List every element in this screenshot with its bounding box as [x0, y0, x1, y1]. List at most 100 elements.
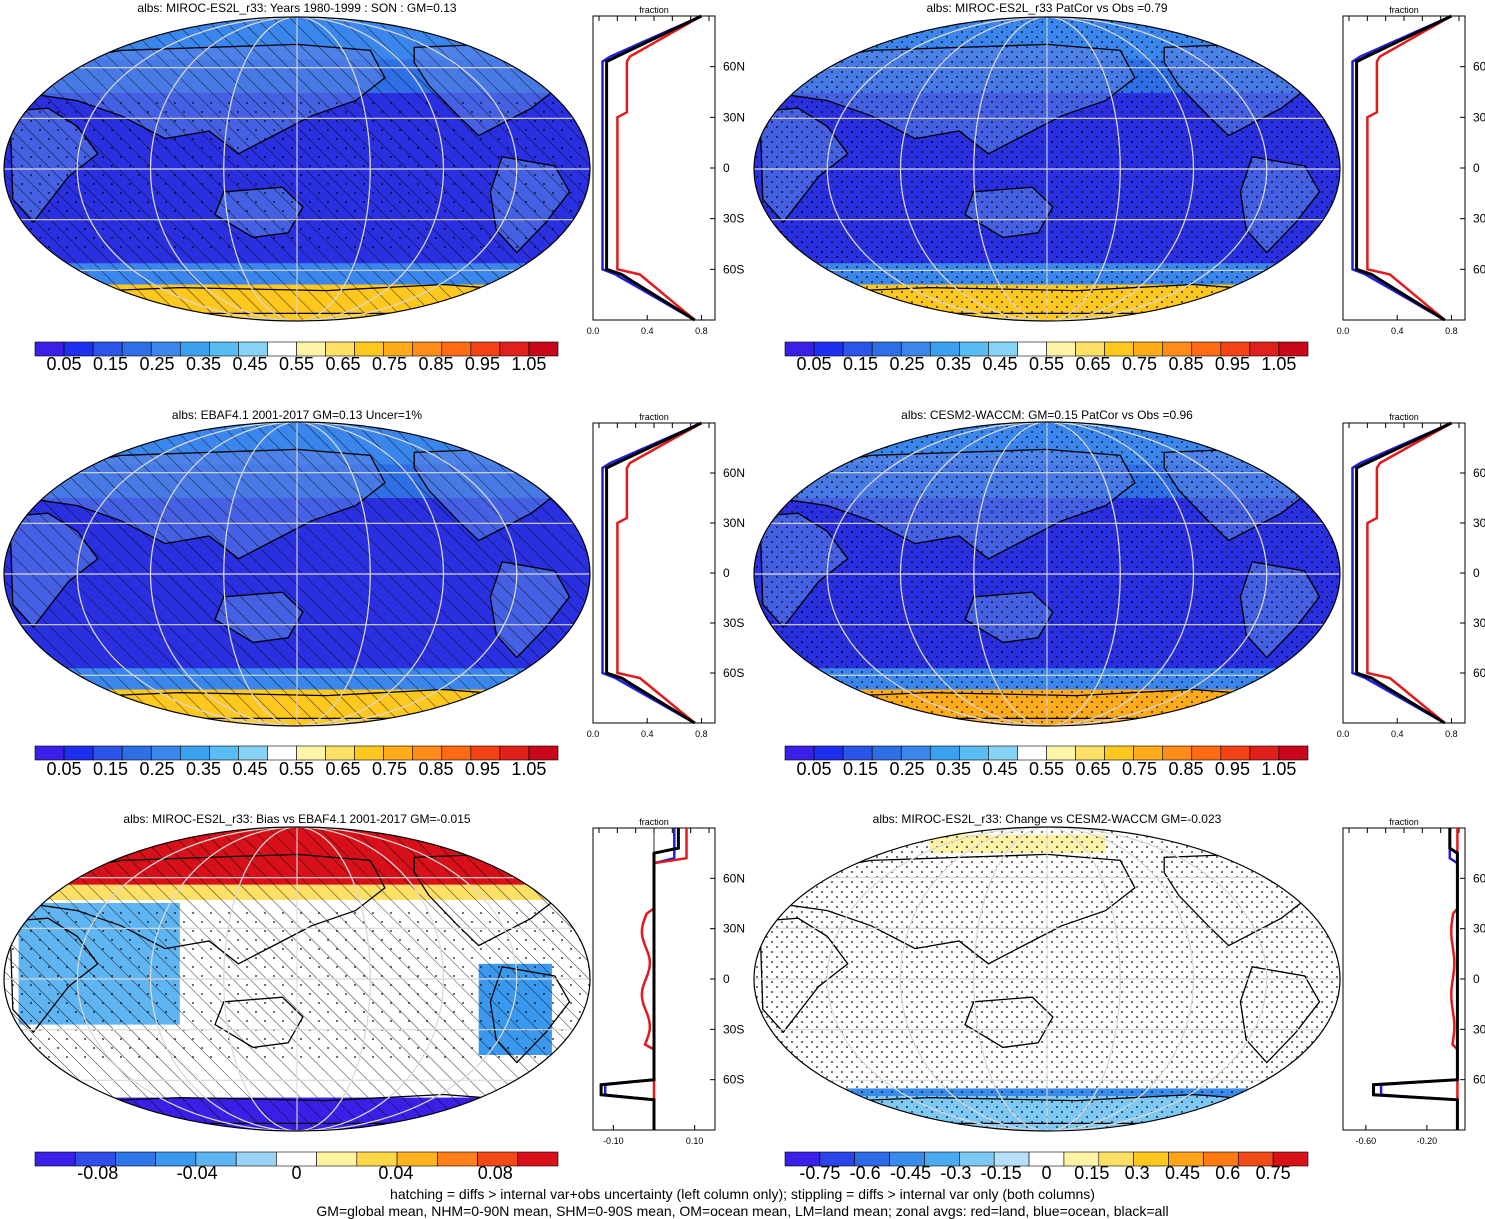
- zonal-frame: [592, 422, 716, 724]
- zonal-lat-label: 60S: [723, 1073, 744, 1087]
- colorbar-label: 0.75: [1256, 1163, 1291, 1183]
- footer-line-means: GM=global mean, NHM=0-90N mean, SHM=0-90…: [316, 1203, 1169, 1219]
- zonal-lat-label: 0: [723, 161, 730, 175]
- graticule-meridian: [973, 422, 1121, 726]
- zonal-x-label: 0.0: [587, 729, 600, 739]
- colorbar-label: 0.04: [378, 1163, 413, 1183]
- graticule-meridian: [973, 827, 1121, 1131]
- colorbar-label: 0.45: [982, 759, 1017, 779]
- zonal-lat-label: 0: [1473, 161, 1480, 175]
- colorbar-label: 0.95: [465, 759, 500, 779]
- colorbar-label: 0.35: [936, 354, 971, 374]
- colorbar-label: 0.55: [279, 759, 314, 779]
- colorbar-swatch: [1133, 745, 1164, 761]
- colorbar: 0.05 0.15 0.25 0.35 0.45 0.55 0.65 0.75 0.85 0.95…: [34, 341, 559, 374]
- greenland-outline: [1295, 428, 1335, 457]
- world-map: [754, 422, 1340, 726]
- zonal-lat-label: 30S: [1473, 616, 1485, 630]
- map-border: [3, 421, 591, 727]
- colorbar-label: 0: [1041, 1163, 1051, 1183]
- colorbar-swatch: [1162, 745, 1193, 761]
- colorbar-label: 0.35: [186, 354, 221, 374]
- colorbar-swatch: [34, 1151, 76, 1167]
- graticule-meridian: [76, 422, 518, 726]
- panel-title: albs: MIROC-ES2L_r33: Change vs CESM2-WA…: [873, 812, 1222, 826]
- colorbar-label: 0.25: [140, 759, 175, 779]
- colorbar-label: 0.75: [1122, 354, 1157, 374]
- colorbar-swatch: [813, 745, 844, 761]
- zonal-average-plot: fraction 60N 30N 0 30S 60S 0.0 0.4 0.8: [1337, 412, 1485, 739]
- map-border: [3, 826, 591, 1132]
- colorbar-swatch: [115, 1151, 156, 1167]
- world-map: [4, 17, 590, 321]
- zonal-average-plot: fraction 60N 30N 0 30S 60S -0.60 -0.20: [1342, 817, 1485, 1146]
- greenland-outline: [545, 428, 585, 457]
- graticule-meridian: [76, 827, 518, 1131]
- zonal-lat-label: 0: [1473, 972, 1480, 986]
- colorbar-label: 0.05: [47, 759, 82, 779]
- colorbar: 0.05 0.15 0.25 0.35 0.45 0.55 0.65 0.75 0.85 0.95…: [784, 341, 1309, 374]
- colorbar-label: 0.3: [1125, 1163, 1150, 1183]
- graticule-meridian: [826, 422, 1268, 726]
- panel-title: albs: EBAF4.1 2001-2017 GM=0.13 Uncer=1%: [172, 408, 422, 422]
- colorbar-swatch: [470, 745, 501, 761]
- greenland-outline: [545, 833, 585, 862]
- colorbar-label: -0.75: [799, 1163, 840, 1183]
- zonal-lat-label: 60N: [1473, 871, 1485, 885]
- zonal-lat-label: 30S: [723, 1022, 744, 1036]
- zonal-axis-label: fraction: [639, 5, 669, 15]
- zonal-x-label: -0.60: [1356, 1136, 1377, 1146]
- colorbar-label: 0.08: [478, 1163, 513, 1183]
- zonal-ocean-curve: [601, 14, 702, 322]
- graticule-meridian: [899, 422, 1195, 726]
- greenland-outline: [545, 23, 585, 52]
- zonal-average-plot: fraction 60N 30N 0 30S 60S -0.10 0.10: [592, 817, 745, 1146]
- colorbar-swatch: [1278, 745, 1309, 761]
- zonal-lat-label: 60S: [1473, 262, 1485, 276]
- colorbar-label: 0.45: [982, 354, 1017, 374]
- colorbar-label: 0.85: [418, 759, 453, 779]
- zonal-lat-label: 30N: [1473, 110, 1485, 124]
- zonal-lat-label: 30N: [723, 516, 745, 530]
- zonal-x-label: 0.4: [641, 326, 654, 336]
- greenland-high: [1235, 423, 1316, 452]
- panel-p3: albs: EBAF4.1 2001-2017 GM=0.13 Uncer=1%…: [3, 408, 745, 779]
- colorbar-swatch: [842, 745, 873, 761]
- graticule-meridian: [149, 17, 445, 321]
- graticule-meridian: [826, 827, 1268, 1131]
- map-border: [753, 826, 1341, 1132]
- colorbar-swatch: [499, 745, 530, 761]
- colorbar-label: 0.35: [186, 759, 221, 779]
- zonal-lat-label: 60S: [723, 666, 744, 680]
- colorbar-label: -0.45: [890, 1163, 931, 1183]
- colorbar-swatch: [354, 745, 384, 761]
- colorbar-swatch: [528, 745, 559, 761]
- zonal-lat-label: 30N: [723, 110, 745, 124]
- graticule-meridian: [899, 17, 1195, 321]
- world-map: [754, 827, 1340, 1131]
- colorbar-swatch: [1075, 745, 1105, 761]
- colorbar-swatch: [296, 745, 326, 761]
- zonal-lat-label: 60S: [723, 262, 744, 276]
- zonal-x-label: 0.8: [695, 729, 708, 739]
- colorbar-swatch: [383, 745, 414, 761]
- zonal-lat-label: 0: [723, 566, 730, 580]
- colorbar-label: -0.15: [981, 1163, 1022, 1183]
- colorbar-swatch: [1104, 745, 1134, 761]
- zonal-all-curve: [605, 14, 703, 322]
- zonal-lat-label: 60N: [1473, 466, 1485, 480]
- colorbar: 0.05 0.15 0.25 0.35 0.45 0.55 0.65 0.75 0.85 0.95…: [34, 745, 559, 779]
- zonal-land-curve: [616, 421, 703, 724]
- colorbar-label: 0.15: [93, 759, 128, 779]
- zonal-x-label: 0.0: [587, 326, 600, 336]
- colorbar-label: 0.25: [890, 759, 925, 779]
- zonal-lat-label: 30N: [1473, 922, 1485, 936]
- colorbar-swatch: [1046, 745, 1076, 761]
- colorbar-label: 0.95: [1215, 759, 1250, 779]
- zonal-land-curve: [616, 14, 703, 321]
- greenland-outline: [1295, 23, 1335, 52]
- colorbar-label: 0.45: [232, 759, 267, 779]
- colorbar-label: 0.85: [1168, 354, 1203, 374]
- zonal-frame: [1342, 827, 1466, 1131]
- zonal-average-plot: fraction 60N 30N 0 30S 60S 0.0 0.4 0.8: [1337, 5, 1485, 336]
